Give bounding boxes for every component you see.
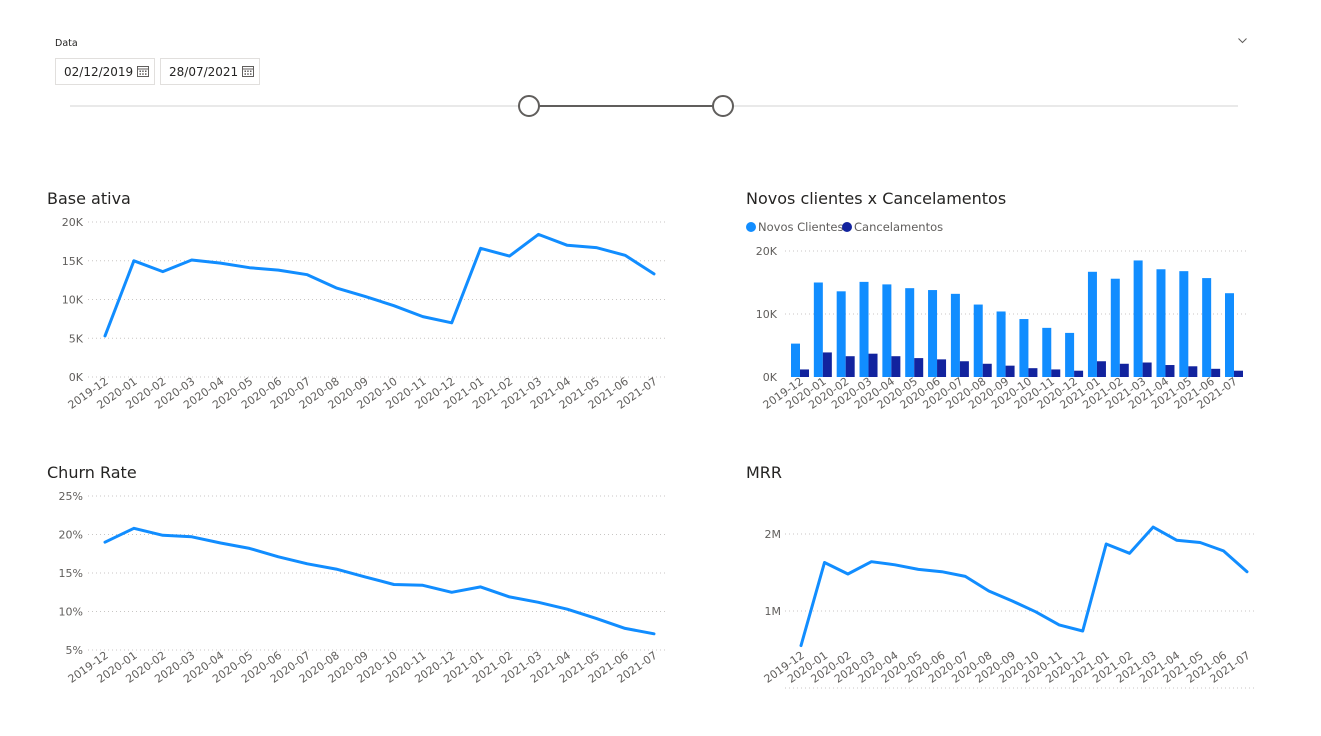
bar-novos-clientes	[973, 304, 983, 377]
bar-novos-clientes	[1042, 327, 1052, 377]
y-tick-label: 20%	[59, 529, 83, 542]
bar-cancelamentos	[1165, 365, 1175, 377]
y-tick-label: 10K	[756, 308, 778, 321]
bar-novos-clientes	[1156, 269, 1166, 377]
bar-cancelamentos	[1211, 368, 1221, 377]
bar-novos-clientes	[1019, 319, 1029, 377]
bar-novos-clientes	[1087, 271, 1097, 377]
bar-novos-clientes	[928, 290, 938, 377]
end-date-value: 28/07/2021	[169, 65, 239, 79]
bar-novos-clientes	[859, 281, 869, 377]
date-range-selection	[530, 105, 723, 107]
bar-cancelamentos	[914, 358, 924, 377]
legend-marker	[746, 222, 756, 232]
y-tick-label: 25%	[59, 490, 83, 503]
bar-cancelamentos	[822, 352, 832, 377]
series-line	[799, 525, 1249, 648]
bar-cancelamentos	[1074, 370, 1084, 377]
chevron-down-icon[interactable]	[1238, 36, 1247, 45]
bar-novos-clientes	[791, 343, 800, 377]
bar-cancelamentos	[982, 363, 992, 377]
series-line	[103, 526, 656, 636]
y-tick-label: 15%	[59, 567, 83, 580]
bar-novos-clientes	[1065, 332, 1075, 377]
legend-marker	[842, 222, 852, 232]
bar-novos-clientes	[1133, 260, 1143, 377]
y-tick-label: 2M	[765, 528, 782, 541]
y-tick-label: 5K	[69, 332, 84, 345]
bar-cancelamentos	[1119, 363, 1129, 377]
bar-cancelamentos	[1051, 369, 1061, 377]
calendar-icon[interactable]	[242, 65, 254, 77]
start-date-input[interactable]: 02/12/2019	[55, 58, 155, 85]
bar-novos-clientes	[1225, 293, 1234, 377]
end-date-input[interactable]: 28/07/2021	[160, 58, 260, 85]
start-date-value: 02/12/2019	[64, 65, 134, 79]
calendar-icon[interactable]	[137, 65, 149, 77]
series-line	[103, 232, 656, 338]
bar-cancelamentos	[959, 361, 969, 377]
y-tick-label: 15K	[62, 255, 84, 268]
y-tick-label: 0K	[763, 371, 778, 384]
bar-novos-clientes	[836, 291, 846, 377]
bar-cancelamentos	[891, 356, 901, 377]
bar-cancelamentos	[1028, 368, 1038, 377]
range-end-handle[interactable]	[712, 95, 734, 117]
bar-cancelamentos	[1142, 362, 1152, 377]
y-tick-label: 10K	[62, 294, 84, 307]
bar-cancelamentos	[1234, 370, 1243, 377]
bar-cancelamentos	[1188, 366, 1198, 377]
y-tick-label: 10%	[59, 606, 83, 619]
bar-cancelamentos	[937, 359, 947, 377]
bar-novos-clientes	[905, 288, 915, 377]
chart-title-mrr: MRR	[746, 463, 783, 482]
y-tick-label: 20K	[756, 245, 778, 258]
chart-title-base-ativa: Base ativa	[47, 189, 131, 208]
legend-label: Cancelamentos	[854, 220, 943, 234]
bar-novos-clientes	[1202, 278, 1212, 377]
bar-novos-clientes	[1110, 278, 1120, 377]
chart-title-novos-cancelamentos: Novos clientes x Cancelamentos	[746, 189, 1007, 208]
date-slicer-label: Data	[55, 38, 78, 49]
bar-cancelamentos	[800, 369, 809, 377]
bar-cancelamentos	[1096, 361, 1106, 377]
bar-novos-clientes	[1179, 271, 1189, 377]
y-tick-label: 20K	[62, 216, 84, 229]
bar-novos-clientes	[882, 284, 892, 377]
bar-novos-clientes	[813, 282, 823, 377]
chart-title-churn-rate: Churn Rate	[47, 463, 137, 482]
y-tick-label: 5%	[66, 644, 83, 657]
y-tick-label: 0K	[69, 371, 84, 384]
bar-cancelamentos	[1005, 365, 1015, 377]
bar-novos-clientes	[996, 311, 1006, 377]
legend-label: Novos Clientes	[758, 220, 844, 234]
range-start-handle[interactable]	[518, 95, 540, 117]
y-tick-label: 1M	[765, 605, 782, 618]
bar-cancelamentos	[845, 356, 855, 377]
bar-novos-clientes	[950, 293, 960, 377]
bar-cancelamentos	[868, 353, 878, 377]
